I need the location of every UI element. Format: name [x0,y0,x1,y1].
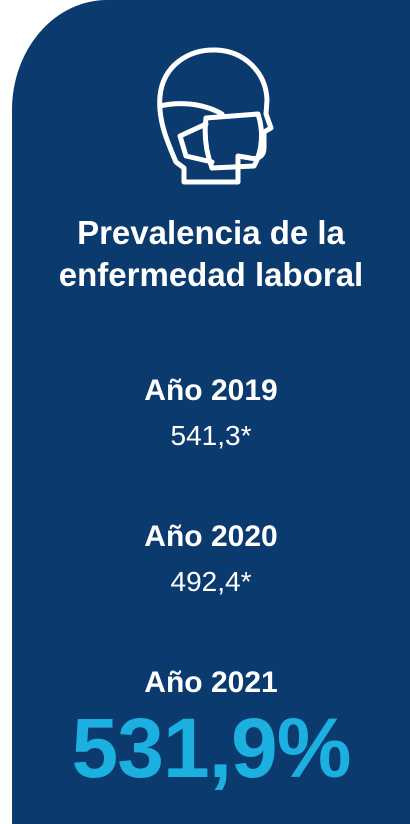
year-value: 541,3* [170,420,252,451]
year-label: Año 2019 [144,374,278,407]
highlight-value: 531,9% [71,701,352,795]
mask-icon [157,47,274,185]
year-label: Año 2020 [144,520,278,553]
card: Prevalencia de la enfermedad laboral Año… [12,0,410,824]
title: Prevalencia de la enfermedad laboral [58,214,364,293]
year-label: Año 2021 [144,666,278,699]
year-value: 492,4* [170,566,252,597]
